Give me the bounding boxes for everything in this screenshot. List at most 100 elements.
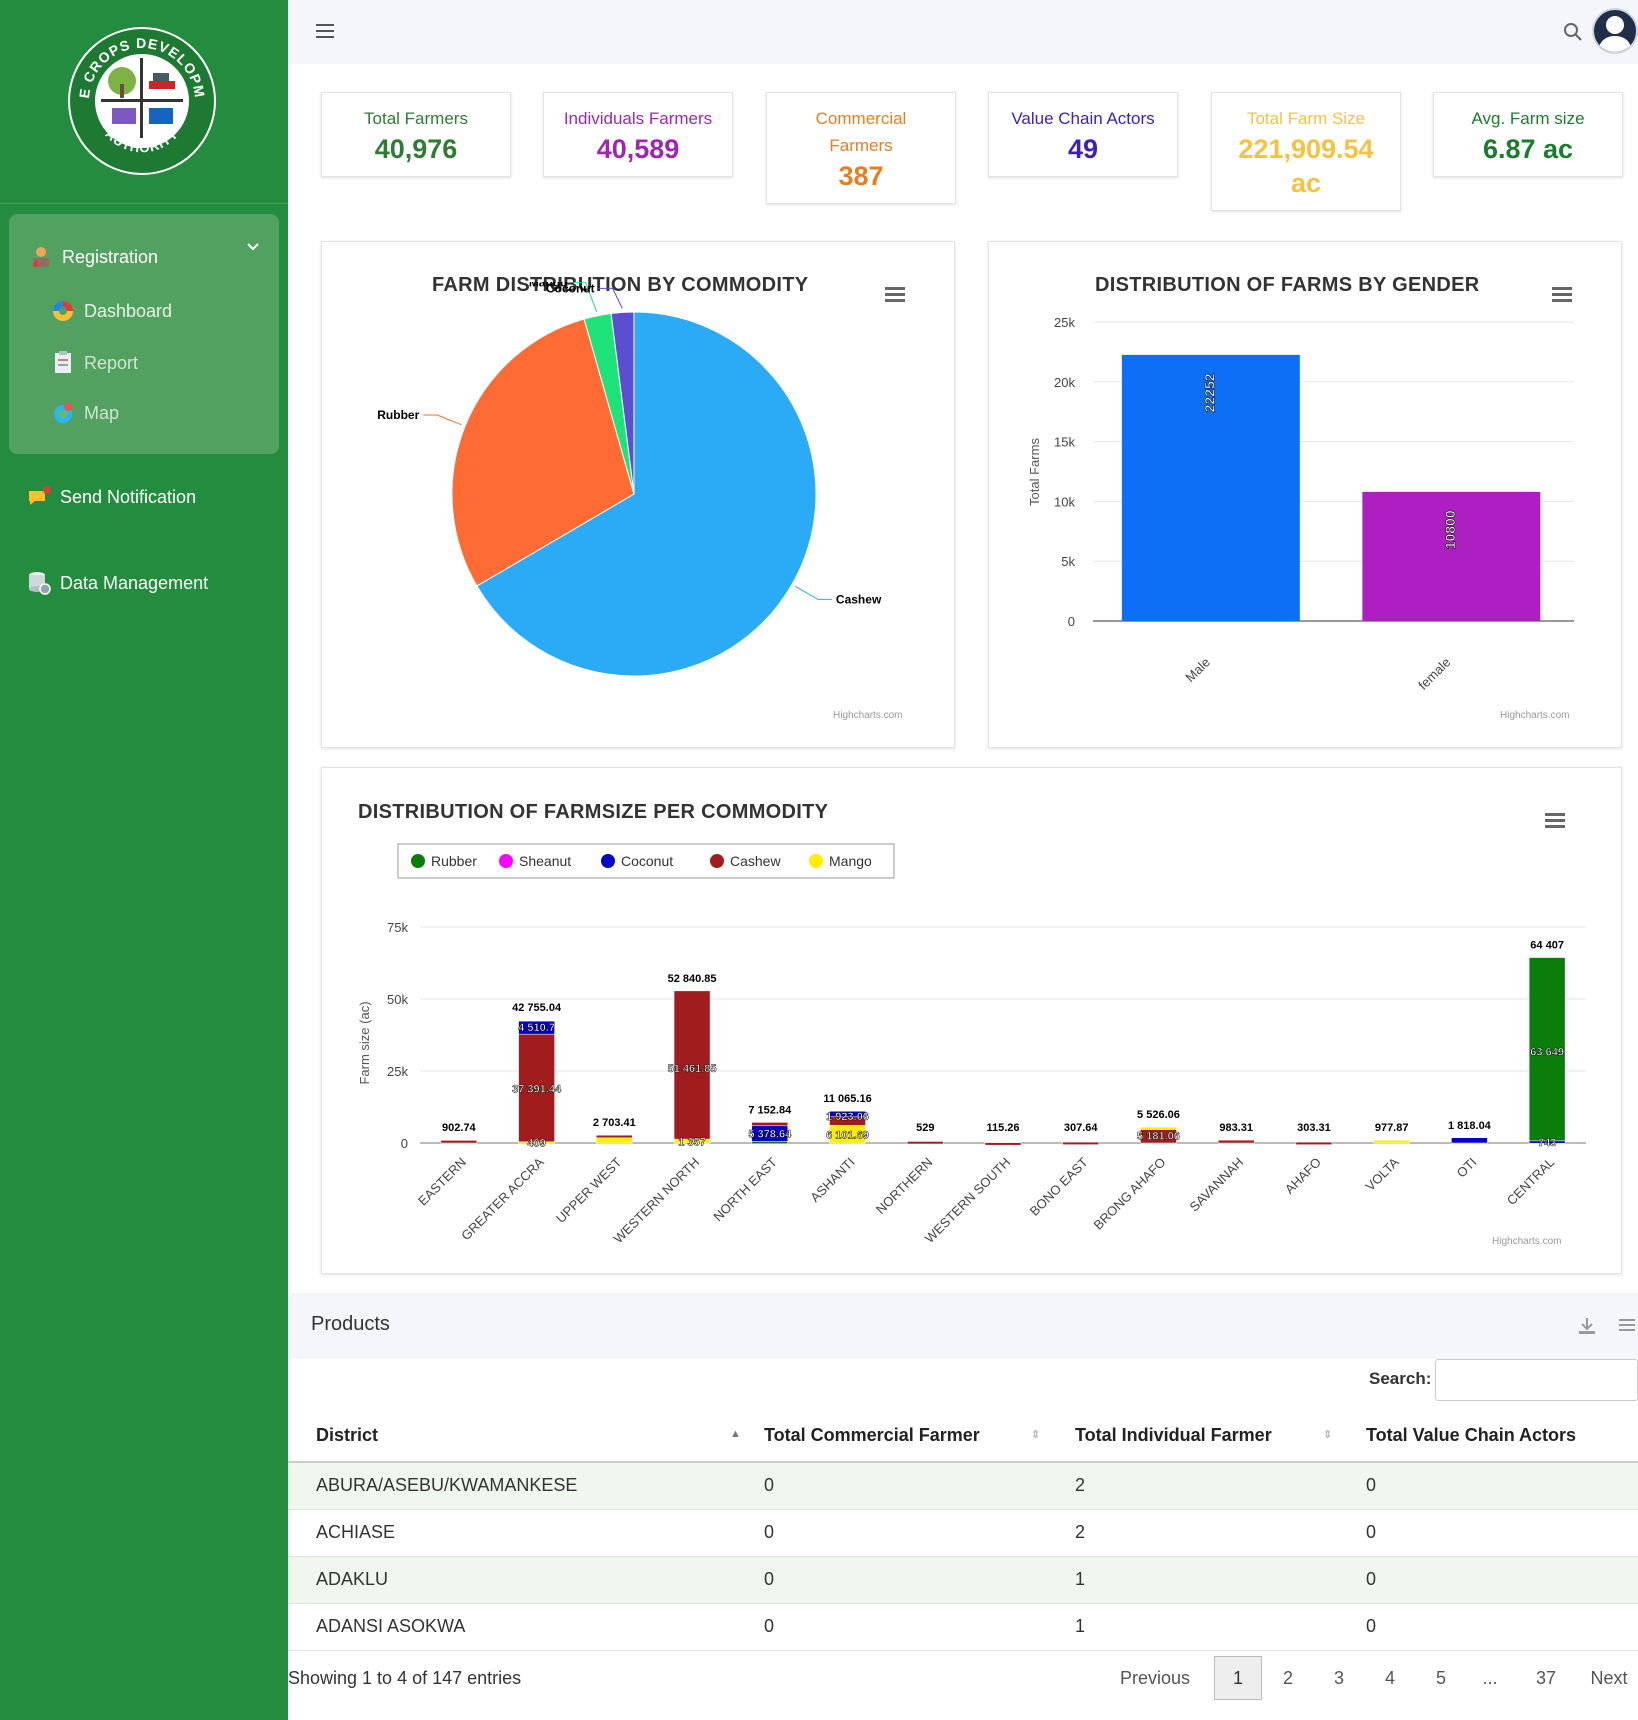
products-title: Products [311,1313,390,1335]
legend-marker-sheanut [499,854,513,868]
pagination-page-3[interactable]: 3 [1333,1667,1344,1688]
stat-card-individual-farmers: Individuals Farmers 40,589 [543,92,733,177]
total-label: 902.74 [442,1122,477,1134]
search-icon[interactable] [1563,22,1583,42]
bar-female [1362,491,1541,621]
stat-value: 40,976 [374,134,458,164]
menu-toggle-icon[interactable] [316,24,334,38]
total-label: 977.87 [1375,1122,1409,1134]
col-total-value-chain-actors[interactable]: Total Value Chain Actors⇕ [1338,1410,1638,1463]
chevron-down-icon[interactable] [247,241,259,253]
stat-label: Total Farmers [364,109,468,128]
total-label: 983.31 [1219,1122,1253,1134]
stat-value: 40,589 [596,134,680,164]
pie-slice-cashew [476,311,817,677]
pagination-previous[interactable]: Previous [1119,1667,1191,1688]
legend-marker-mango [809,854,823,868]
legend-label: Cashew [730,853,781,869]
pie-slice-rubber [451,318,635,587]
cell-individual: 2 [1047,1462,1338,1510]
menu-icon[interactable] [1619,1319,1635,1335]
stat-label: Individuals Farmers [563,109,713,128]
bar-segment-cashew [751,1122,789,1127]
segment-label: 743 [1538,1137,1556,1149]
map-icon [50,400,76,426]
pie-connector [423,414,462,426]
sidebar-item-label: Data Management [60,572,209,593]
total-label: 7 152.84 [748,1104,792,1116]
pagination-page-5[interactable]: 5 [1435,1667,1446,1688]
y-tick-label: 0 [401,1136,408,1151]
sidebar-item-registration[interactable]: Registration [28,244,158,270]
report-icon [50,350,76,376]
sidebar-item-label: Report [84,352,139,373]
products-header: Products [288,1293,1638,1359]
sidebar-item-send-notification[interactable]: Send Notification [26,484,196,510]
col-district[interactable]: District ▲ [288,1410,741,1463]
bar-segment-coconut [518,1020,555,1035]
pagination-page-4[interactable]: 4 [1384,1667,1395,1688]
bar-segment-rubber [1528,957,1566,1142]
bar-segment-rubber [751,1141,789,1145]
bar-segment-cashew [596,1134,633,1139]
sidebar-item-data-management[interactable]: Data Management [26,570,208,596]
legend-label: Coconut [621,853,673,869]
legend-marker-rubber [411,854,425,868]
stat-card-commercial-farmers: Commercial Farmers 387 [766,92,956,204]
bar-segment-mango [596,1137,633,1144]
chart-menu-icon[interactable] [885,287,905,303]
legend-label: Sheanut [519,853,571,869]
download-icon[interactable] [1578,1317,1596,1335]
chart-menu-icon[interactable] [1545,813,1565,829]
database-icon [26,570,52,596]
total-label: 529 [916,1122,934,1134]
col-total-individual-farmer[interactable]: Total Individual Farmer ⇕ [1047,1410,1338,1463]
chart-credit[interactable]: Highcharts.com [1500,710,1570,721]
cell-individual: 2 [1047,1509,1338,1557]
table-row: ACHIASE 0 2 0 [288,1509,1638,1557]
table-row: ADAKLU 0 1 0 [288,1556,1638,1604]
y-tick-label: 0 [1068,614,1075,629]
legend-label: Rubber [431,853,477,869]
tcda-logo[interactable]: TREE CROPS DEVELOPMENT AUTHORITY [67,26,217,176]
stat-card-total-farmers: Total Farmers 40,976 [321,92,511,177]
sidebar-item-dashboard[interactable]: Dashboard [50,298,172,324]
y-tick-label: 25k [387,1064,408,1079]
sort-icon: ⇕ [1323,1429,1333,1441]
y-tick-label: 10k [1054,494,1075,509]
total-label: 5 526.06 [1137,1109,1180,1121]
table-header-row: District ▲ Total Commercial Farmer ⇕ Total… [288,1410,1638,1463]
cell-district: ADAKLU [288,1556,736,1604]
stat-card-avg-farm-size: Avg. Farm size 6.87 ac [1433,92,1623,177]
search-label: Search: [1369,1369,1432,1388]
sidebar-item-label: Dashboard [84,300,173,321]
column-label: Total Commercial Farmer [764,1425,980,1445]
pie-label: Coconut [546,282,595,295]
pagination-page-37[interactable]: 37 [1535,1667,1557,1688]
gender-bar-chart: 0 5k 10k 15k 20k 25k Total Farms 22252 Male 10800… [1027,315,1574,693]
total-label: 11 065.16 [823,1093,871,1105]
chart-legend: Rubber Sheanut Coconut Cashew Mango [397,843,895,879]
pagination-page-2[interactable]: 2 [1282,1667,1293,1688]
user-avatar[interactable] [1592,8,1638,54]
chart-menu-icon[interactable] [1552,287,1572,303]
sidebar-item-report[interactable]: Report [50,350,138,376]
pie-slice-coconut [610,311,635,495]
x-category-label: NORTH EAST [710,1154,780,1224]
chart-credit[interactable]: Highcharts.com [1492,1236,1562,1247]
bar-segment-cashew [518,1033,555,1143]
chart-card-farmsize: DISTRIBUTION OF FARMSIZE PER COMMODITY R… [321,767,1622,1274]
pagination-next[interactable]: Next [1590,1667,1628,1688]
total-label: 2 703.41 [593,1117,636,1129]
chart-credit[interactable]: Highcharts.com [833,710,903,721]
y-tick-label: 5k [1061,554,1075,569]
stat-card-value-chain-actors: Value Chain Actors 49 [988,92,1178,177]
pagination-page-1[interactable]: 1 [1214,1656,1262,1700]
cell-commercial: 0 [736,1556,1047,1604]
logo-area: TREE CROPS DEVELOPMENT AUTHORITY [0,0,288,204]
sidebar-item-map[interactable]: Map [50,400,119,426]
stat-label: Value Chain Actors [1011,109,1155,128]
col-total-commercial-farmer[interactable]: Total Commercial Farmer ⇕ [736,1410,1047,1463]
table-search-input[interactable] [1435,1359,1638,1401]
